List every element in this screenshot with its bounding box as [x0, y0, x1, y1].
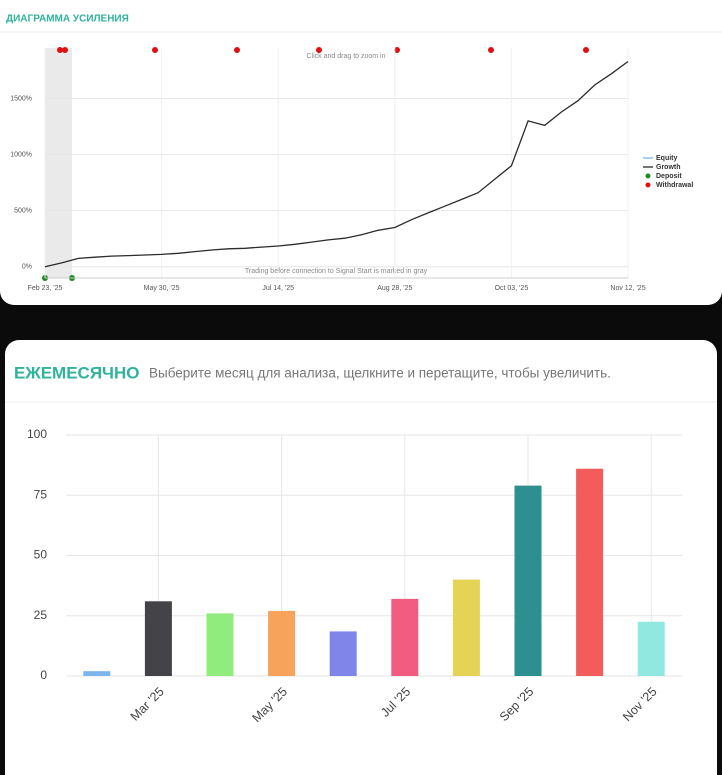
x-tick-label: Mar '25 [128, 685, 167, 724]
withdrawal-marker [234, 47, 240, 53]
legend-swatch [645, 182, 651, 188]
bar [576, 468, 604, 676]
bar [206, 613, 234, 676]
withdrawal-marker [583, 47, 589, 53]
pre-connection-band [45, 48, 72, 278]
y-tick-label: 0% [22, 264, 32, 271]
legend-label: Equity [656, 155, 677, 162]
chart-subtitle: Выберите месяц для анализа, щелкните и п… [149, 366, 611, 381]
growth-card: ДИАГРАММА УСИЛЕНИЯ Click and drag to zoo… [0, 0, 722, 305]
withdrawal-marker [57, 47, 63, 53]
chart-title: ЕЖЕМЕСЯЧНО [14, 363, 139, 382]
legend-label: Withdrawal [656, 182, 693, 189]
x-tick-label: Nov '25 [620, 685, 660, 725]
withdrawal-marker [152, 47, 158, 53]
monthly-chart: ЕЖЕМЕСЯЧНО Выберите месяц для анализа, щ… [5, 363, 717, 726]
x-tick-label: Oct 03, '25 [495, 285, 529, 292]
y-tick-label: 1500% [10, 95, 32, 102]
y-tick-label: 100 [27, 427, 47, 441]
bar [452, 579, 480, 676]
bar [268, 610, 296, 676]
x-tick-label: Feb 23, '25 [28, 285, 63, 292]
bar [329, 631, 357, 676]
x-tick-label: Jul '25 [378, 685, 413, 720]
y-tick-label: 50 [34, 548, 48, 562]
y-tick-label: 1000% [10, 151, 32, 158]
y-tick-label: 75 [34, 487, 48, 501]
withdrawal-marker [394, 47, 400, 53]
x-tick-label: Sep '25 [497, 685, 537, 725]
legend-swatch [645, 173, 651, 179]
withdrawal-markers [57, 47, 589, 53]
legend-label: Growth [656, 164, 681, 171]
x-tick-label: Aug 28, '25 [377, 285, 412, 292]
monthly-card: ЕЖЕМЕСЯЧНО Выберите месяц для анализа, щ… [5, 340, 717, 775]
y-tick-label: 25 [34, 608, 48, 622]
withdrawal-marker [62, 47, 68, 53]
bar [514, 485, 542, 676]
growth-chart: ДИАГРАММА УСИЛЕНИЯ Click and drag to zoo… [0, 14, 722, 292]
withdrawal-marker [488, 47, 494, 53]
bar [637, 621, 665, 676]
x-tick-label: Jul 14, '25 [262, 285, 294, 292]
annotation: Trading before connection to Signal Star… [245, 268, 428, 275]
x-tick-label: Nov 12, '25 [610, 285, 645, 292]
bar [83, 671, 111, 676]
bar [144, 601, 172, 676]
x-tick-label: May '25 [249, 685, 290, 726]
y-tick-label: 0 [40, 668, 47, 682]
withdrawal-marker [316, 47, 322, 53]
bar [391, 598, 419, 676]
chart-title: ДИАГРАММА УСИЛЕНИЯ [6, 14, 129, 25]
series-line [44, 60, 629, 268]
x-tick-label: May 30, '25 [144, 285, 180, 292]
legend-label: Deposit [656, 173, 682, 180]
y-tick-label: 500% [14, 208, 32, 215]
annotation: Click and drag to zoom in [307, 53, 386, 60]
